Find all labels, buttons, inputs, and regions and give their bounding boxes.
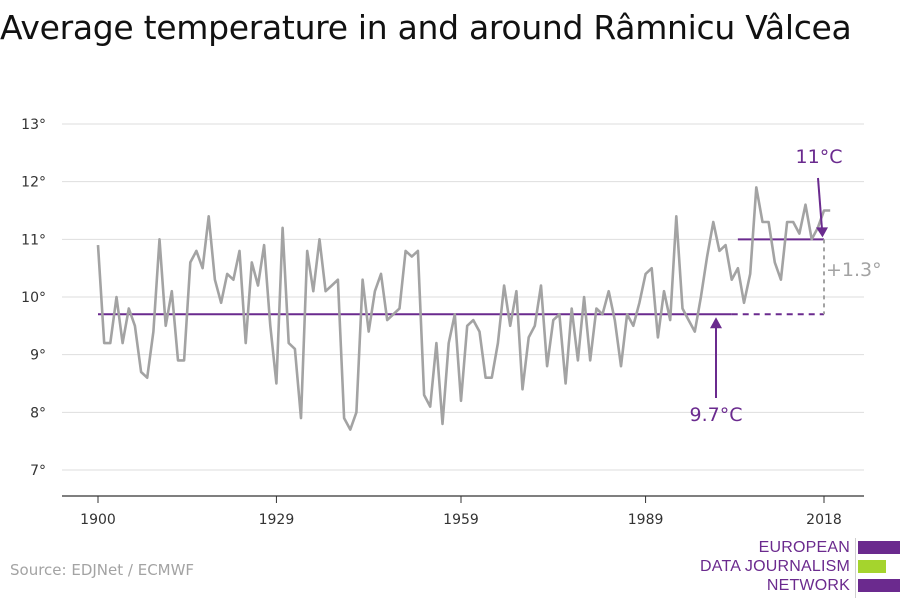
y-axis-ticks: 7° 8° 9° 10° 11° 12° 13°: [21, 117, 46, 479]
logo-line-2: DATA JOURNALISM: [700, 558, 850, 575]
x-tick-label-2018: 2018: [806, 512, 842, 528]
y-tick-label-7: 7°: [30, 463, 46, 479]
y-tick-label-12: 12°: [21, 175, 46, 191]
x-tick-label-1929: 1929: [259, 512, 295, 528]
recent-arrow-shaft: [817, 177, 823, 230]
reference-lines: [98, 238, 824, 316]
y-tick-label-10: 10°: [21, 290, 46, 306]
recent-mean-label: 11°C: [796, 146, 843, 168]
recent-arrow-head: [816, 227, 828, 238]
logo-bar-bottom: [858, 579, 900, 592]
y-tick-label-13: 13°: [21, 117, 46, 133]
temperature-series-line: [96, 186, 831, 431]
logo-line-3: NETWORK: [766, 577, 850, 594]
chart-title: Average temperature in and around Râmnic…: [0, 8, 852, 47]
logo-separator: [855, 538, 856, 598]
x-tick-label-1900: 1900: [80, 512, 116, 528]
gridlines: [62, 123, 864, 471]
source-note: Source: EDJNet / ECMWF: [10, 561, 195, 579]
x-tick-label-1959: 1959: [443, 512, 479, 528]
logo-bar-middle: [858, 560, 886, 573]
series-layer: [96, 186, 831, 431]
x-tick-label-1989: 1989: [628, 512, 664, 528]
difference-label: +1.3°: [826, 259, 882, 281]
logo-line-1: EUROPEAN: [758, 539, 850, 556]
baseline-mean-label: 9.7°C: [690, 404, 743, 426]
x-axis: 1900 1929 1959 1989 2018: [62, 495, 864, 528]
y-tick-label-8: 8°: [30, 405, 46, 421]
edjnet-logo: EUROPEAN DATA JOURNALISM NETWORK: [700, 538, 900, 598]
y-tick-label-9: 9°: [30, 348, 46, 364]
annotations: +1.3° 9.7°C 11°C: [690, 146, 882, 426]
y-tick-label-11: 11°: [21, 232, 46, 248]
logo-bar-top: [858, 541, 900, 554]
baseline-arrow-head: [710, 317, 722, 329]
